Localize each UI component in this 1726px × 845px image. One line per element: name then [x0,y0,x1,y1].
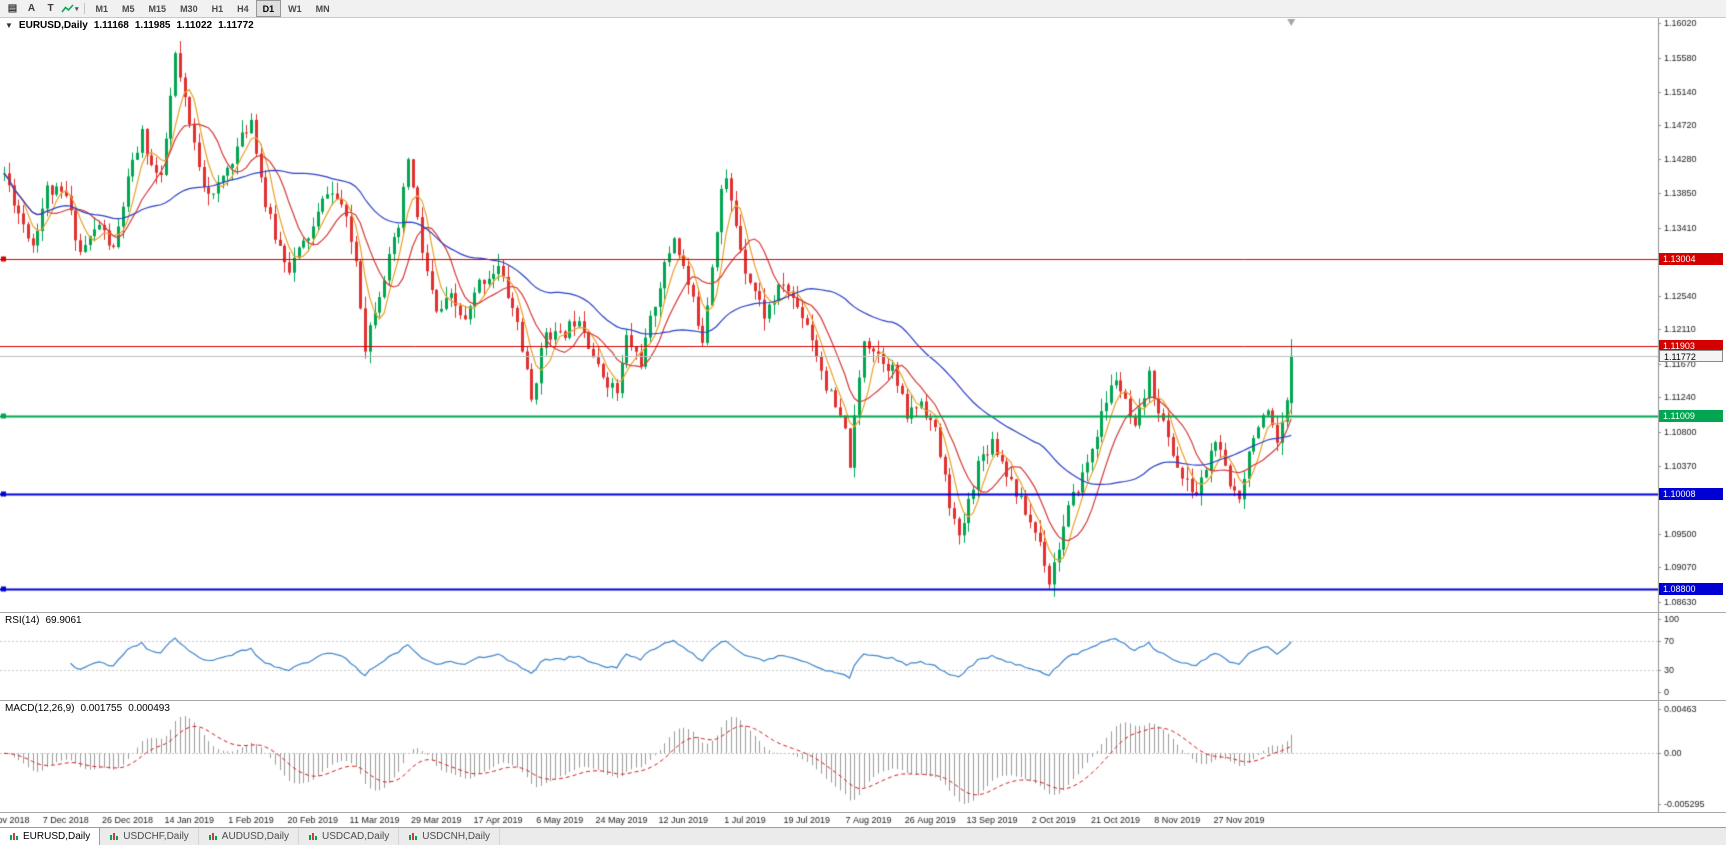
ohlc-low: 1.11022 [176,20,213,31]
timeframe-toolbar: ▤ A T ▾ M1 M5 M15 M30 H1 H4 D1 W1 MN [0,0,1726,18]
symbol-label: EURUSD,Daily [18,20,88,31]
chart-tab-icon [408,832,418,842]
window-menu-icon[interactable]: ▤ [7,3,18,14]
tab-usdcad[interactable]: USDCAD,Daily [299,828,400,845]
tab-label: USDCHF,Daily [123,831,189,842]
price-tag-1.11009: 1.11009 [1659,409,1723,422]
timeframe-mn-button[interactable]: MN [315,3,330,14]
timeframe-h4-button[interactable]: H4 [237,3,249,14]
chart-tab-icon [308,832,318,842]
tab-usdchf[interactable]: USDCHF,Daily [100,828,199,845]
price-tag-1.13004: 1.13004 [1659,253,1723,266]
macd-indicator-canvas[interactable] [0,701,1726,812]
price-chart-canvas[interactable] [0,17,1726,612]
timeframe-w1-button[interactable]: W1 [288,3,302,14]
price-tag-1.11772: 1.11772 [1659,349,1723,362]
cursor-tool-icon[interactable]: A [27,3,36,14]
tab-label: USDCNH,Daily [422,831,491,842]
ohlc-high: 1.11985 [134,20,171,31]
chart-tab-icon [208,832,218,842]
timeframe-d1-button[interactable]: D1 [255,0,282,17]
main-chart-panel: ▼ EURUSD,Daily 1.11168 1.11985 1.11022 1… [0,17,1726,612]
toolbar-left-icons: ▤ A T ▾ [3,0,80,17]
timeframe-m1-button[interactable]: M1 [95,3,109,14]
rsi-header: RSI(14) 69.9061 [5,615,82,626]
price-tag-1.10008: 1.10008 [1659,487,1723,500]
timeframe-m15-button[interactable]: M15 [148,3,167,14]
timeframe-m5-button[interactable]: M5 [122,3,135,14]
timeframe-buttons: M1 M5 M15 M30 H1 H4 D1 W1 MN [89,0,337,17]
text-tool-icon[interactable]: T [47,3,54,14]
time-axis-canvas[interactable] [0,813,1726,827]
timeframe-m30-button[interactable]: M30 [180,3,198,14]
macd-value-signal: 0.000493 [128,703,170,714]
ohlc-open: 1.11168 [93,20,129,31]
tab-label: AUDUSD,Daily [221,831,290,842]
indicators-dropdown-icon[interactable]: ▾ [61,2,79,16]
macd-panel: MACD(12,26,9) 0.001755 0.000493 [0,700,1726,813]
ohlc-close: 1.11772 [218,20,254,31]
price-tag-1.08800: 1.08800 [1659,582,1723,595]
tab-audusd[interactable]: AUDUSD,Daily [199,828,300,845]
tab-usdcnh[interactable]: USDCNH,Daily [399,828,501,845]
rsi-panel: RSI(14) 69.9061 [0,612,1726,701]
macd-value-main: 0.001755 [80,703,123,714]
macd-header: MACD(12,26,9) 0.001755 0.000493 [5,703,170,714]
price-tag-1.11903: 1.11903 [1659,339,1723,352]
chart-tab-icon [9,832,19,842]
rsi-label: RSI(14) [5,615,40,626]
collapse-arrow-icon[interactable]: ▼ [5,21,13,30]
tab-eurusd[interactable]: EURUSD,Daily [0,828,101,845]
chart-tabs-bar: EURUSD,Daily USDCHF,Daily AUDUSD,Daily USDC… [0,827,1726,845]
chart-header: ▼ EURUSD,Daily 1.11168 1.11985 1.11022 1… [5,20,254,31]
chart-tab-icon [109,832,119,842]
tab-label: USDCAD,Daily [322,831,390,842]
macd-label: MACD(12,26,9) [5,703,75,714]
timeframe-h1-button[interactable]: H1 [211,3,224,14]
time-axis-panel [0,812,1726,828]
toolbar-separator [83,3,85,14]
tab-label: EURUSD,Daily [23,831,91,842]
rsi-value: 69.9061 [45,615,82,626]
rsi-indicator-canvas[interactable] [0,613,1726,700]
